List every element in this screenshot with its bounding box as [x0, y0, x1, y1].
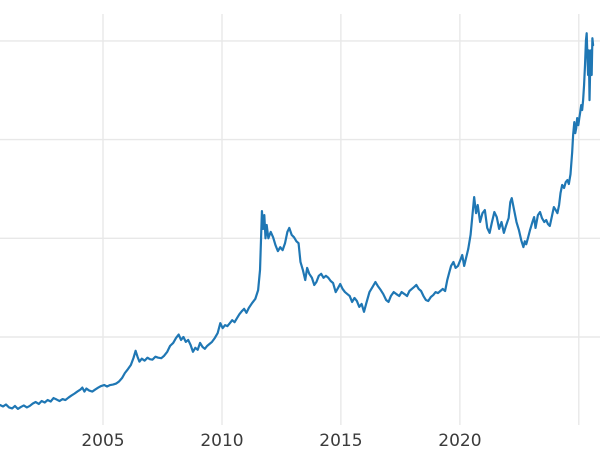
x-tick-label: 2020	[438, 431, 481, 450]
price-line	[0, 32, 595, 411]
x-tick-label: 2005	[81, 431, 124, 450]
x-tick-label: 2010	[200, 431, 243, 450]
x-tick-label: 2015	[319, 431, 362, 450]
